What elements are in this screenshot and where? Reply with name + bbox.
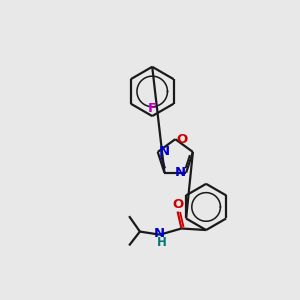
Text: N: N bbox=[158, 146, 169, 158]
Text: H: H bbox=[157, 236, 166, 249]
Text: N: N bbox=[154, 227, 165, 240]
Text: N: N bbox=[174, 166, 186, 179]
Text: O: O bbox=[177, 133, 188, 146]
Text: O: O bbox=[172, 198, 183, 211]
Text: F: F bbox=[148, 102, 157, 115]
